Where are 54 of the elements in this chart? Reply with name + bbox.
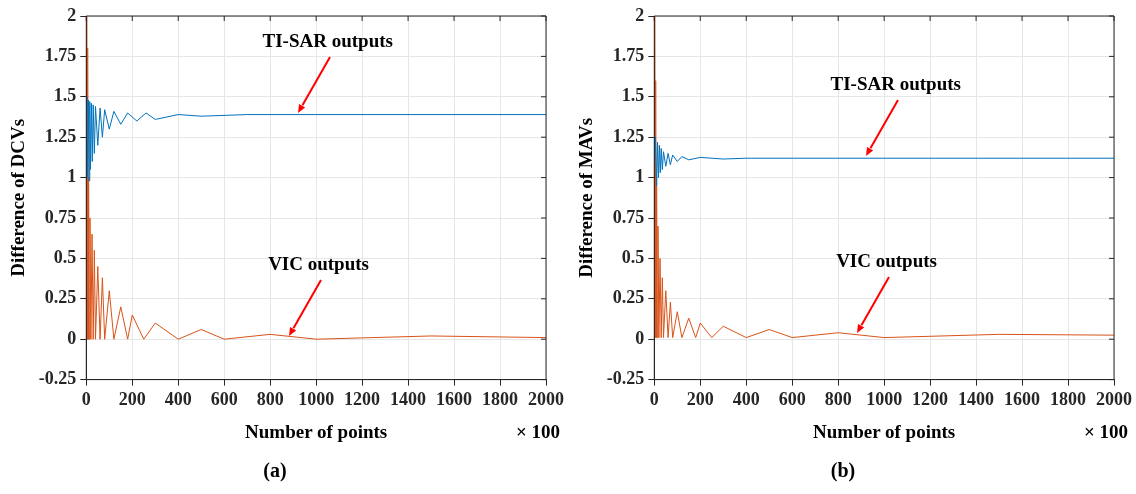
y-tick-label: 1.25 xyxy=(612,125,645,146)
annotation: VIC outputs xyxy=(836,250,937,272)
y-tick-label: 2 xyxy=(67,4,77,25)
y-tick-label: 1.75 xyxy=(612,45,645,66)
x-tick-label: 200 xyxy=(686,389,714,410)
text: × 100 xyxy=(515,420,560,442)
x-tick-label: 1400 xyxy=(390,389,427,410)
x-tick-label: 400 xyxy=(732,389,760,410)
y-tick-label: 0.75 xyxy=(612,206,645,227)
y-tick-label: 1 xyxy=(67,166,77,187)
x-tick-label: 1000 xyxy=(866,389,903,410)
y-tick-label: 0.25 xyxy=(612,287,645,308)
y-tick-label: 0.25 xyxy=(44,287,77,308)
y-tick-label: 0.5 xyxy=(621,247,645,268)
y-tick-label: 0.75 xyxy=(44,206,77,227)
y-tick-label: 1.75 xyxy=(44,45,77,66)
y-tick-label: 0 xyxy=(67,327,77,348)
y-axis-title: Difference of MAVs xyxy=(575,117,597,278)
y-axis-title: Difference of DCVs xyxy=(7,118,29,277)
x-axis-title: Number of points xyxy=(245,420,388,442)
x-tick-label: 1400 xyxy=(958,389,995,410)
annotation: TI-SAR outputs xyxy=(262,29,393,51)
text: × 100 xyxy=(1083,420,1128,442)
x-tick-label: 1200 xyxy=(912,389,949,410)
y-tick-label: -0.25 xyxy=(606,368,645,389)
text: (a) xyxy=(263,459,287,483)
y-tick-label: 0 xyxy=(635,327,645,348)
x-tick-label: 200 xyxy=(118,389,146,410)
annotation: VIC outputs xyxy=(268,252,369,274)
y-tick-label: 2 xyxy=(635,4,645,25)
x-tick-label: 600 xyxy=(778,389,806,410)
x-tick-label: 800 xyxy=(256,389,284,410)
y-tick-label: 0.5 xyxy=(53,247,77,268)
x-tick-label: 1000 xyxy=(298,389,335,410)
x-tick-label: 2000 xyxy=(1096,389,1132,410)
x-tick-label: 400 xyxy=(164,389,192,410)
annotation: TI-SAR outputs xyxy=(830,73,961,95)
text: (b) xyxy=(830,459,856,483)
y-tick-label: 1.25 xyxy=(44,125,77,146)
x-tick-label: 600 xyxy=(210,389,238,410)
x-tick-label: 0 xyxy=(81,389,91,410)
x-axis-title: Number of points xyxy=(813,420,956,442)
x-tick-label: 1600 xyxy=(436,389,473,410)
x-tick-label: 1800 xyxy=(1050,389,1087,410)
x-tick-label: 1800 xyxy=(482,389,519,410)
y-tick-label: 1.5 xyxy=(621,85,645,106)
x-tick-label: 1200 xyxy=(344,389,381,410)
y-tick-label: 1 xyxy=(635,166,645,187)
x-tick-label: 1600 xyxy=(1004,389,1041,410)
x-tick-label: 2000 xyxy=(528,389,564,410)
y-tick-label: -0.25 xyxy=(38,368,77,389)
x-tick-label: 800 xyxy=(824,389,852,410)
x-tick-label: 0 xyxy=(649,389,659,410)
y-tick-label: 1.5 xyxy=(53,85,77,106)
